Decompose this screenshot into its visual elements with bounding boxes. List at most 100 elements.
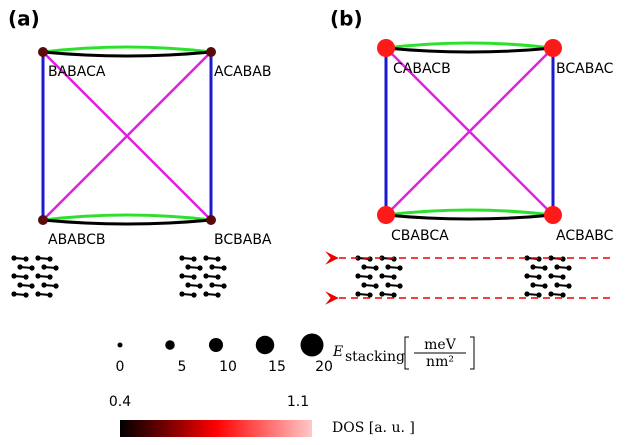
molecule-atom (524, 273, 529, 278)
molecule-atom (566, 265, 571, 270)
molecule-atom (53, 283, 58, 288)
molecule-atom (355, 273, 360, 278)
molecule-atom (397, 283, 402, 288)
molecule-atom (47, 274, 52, 279)
panel-label: (a) (8, 7, 40, 31)
molecule-atom (536, 274, 541, 279)
molecule-atom (29, 283, 34, 288)
molecule-atom (548, 273, 553, 278)
molecule-atom (397, 265, 402, 270)
molecule-atom (191, 274, 196, 279)
molecule-atom (41, 282, 46, 287)
molecule-atom (203, 255, 208, 260)
colorbar-label: DOS [a. u. ] (332, 420, 415, 436)
molecule-atom (566, 283, 571, 288)
node (38, 47, 48, 57)
molecule-atom (530, 282, 535, 287)
molecule-atom (41, 264, 46, 269)
molecule-atom (215, 292, 220, 297)
molecule-atom (385, 282, 390, 287)
node (206, 47, 216, 57)
node (544, 39, 562, 57)
molecule-atom (367, 274, 372, 279)
molecule-atom (530, 264, 535, 269)
molecule-atom (536, 292, 541, 297)
colorbar-gradient (120, 420, 312, 437)
molecule-atom (560, 274, 565, 279)
node-label: ABABCB (48, 232, 106, 248)
colorbar-tick: 0.4 (109, 394, 131, 410)
molecule-atom (47, 292, 52, 297)
node-label: BCABAC (556, 61, 614, 77)
size-value: 20 (315, 359, 333, 375)
molecule-atom (185, 264, 190, 269)
edge-green (386, 210, 553, 215)
molecule-atom (11, 291, 16, 296)
colorbar: DOS [a. u. ] 0.4 1.1 (109, 394, 415, 437)
molecule-atom (179, 291, 184, 296)
size-dot (118, 343, 123, 348)
molecule-atom (185, 282, 190, 287)
molecule-atom (361, 282, 366, 287)
node (377, 39, 395, 57)
molecule-atom (17, 282, 22, 287)
molecule-atom (542, 283, 547, 288)
node-label: CBABCA (391, 228, 449, 244)
colorbar-tick: 1.1 (287, 394, 309, 410)
edge-green (43, 47, 211, 52)
energy-subscript: stacking (345, 349, 405, 365)
figure: (a)BABACAACABABABABCBBCBABA(b)CABACBBCAB… (0, 0, 629, 445)
molecule-atom (554, 264, 559, 269)
molecule-atom (35, 291, 40, 296)
molecule-atom (379, 291, 384, 296)
molecule-atom (23, 292, 28, 297)
molecule-atom (355, 291, 360, 296)
molecule-atom (179, 255, 184, 260)
molecule-atom (367, 292, 372, 297)
size-value: 15 (268, 359, 286, 375)
molecule-atom (11, 255, 16, 260)
size-dot (165, 340, 175, 350)
node (544, 206, 562, 224)
molecule-atom (221, 265, 226, 270)
edge-black (386, 48, 553, 52)
node-label: BCBABA (214, 232, 272, 248)
panel-label: (b) (330, 7, 363, 31)
size-value: 10 (219, 359, 237, 375)
molecule-atom (379, 273, 384, 278)
molecule-atom (203, 273, 208, 278)
molecule-atom (23, 256, 28, 261)
molecule-atom (385, 264, 390, 269)
molecule-atom (47, 256, 52, 261)
node-label: ACBABC (556, 228, 614, 244)
edge-black (386, 215, 553, 219)
molecule-atom (560, 292, 565, 297)
molecule-atom (209, 282, 214, 287)
size-dot (256, 336, 275, 355)
size-value: 5 (178, 359, 187, 375)
edge-green (386, 43, 553, 48)
energy-symbol: E (332, 344, 343, 360)
molecule-atom (29, 265, 34, 270)
molecule-atom (215, 256, 220, 261)
molecule-atom (17, 264, 22, 269)
node (206, 215, 216, 225)
node (38, 215, 48, 225)
molecule-atom (367, 256, 372, 261)
unit-numerator: meV (424, 337, 457, 353)
molecule-atom (361, 264, 366, 269)
molecule-atom (373, 265, 378, 270)
size-value: 0 (116, 359, 125, 375)
molecule-atom (23, 274, 28, 279)
node (377, 206, 395, 224)
node-label: CABACB (393, 61, 451, 77)
size-dot (209, 338, 223, 352)
molecule-atom (197, 283, 202, 288)
molecule-atom (536, 256, 541, 261)
molecule-atom (197, 265, 202, 270)
molecule-atom (203, 291, 208, 296)
molecule-atom (215, 274, 220, 279)
molecule-atom (373, 283, 378, 288)
